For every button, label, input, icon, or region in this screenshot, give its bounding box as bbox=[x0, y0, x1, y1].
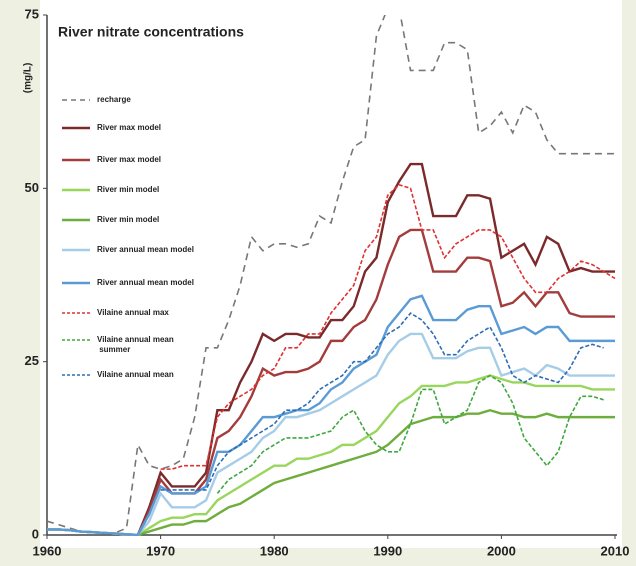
legend-label: River max model bbox=[97, 155, 161, 164]
series-line bbox=[47, 294, 615, 536]
legend-label: River min model bbox=[97, 215, 159, 224]
legend-label: River annual mean model bbox=[97, 278, 194, 287]
x-tick-label: 1990 bbox=[373, 543, 402, 558]
series-line bbox=[160, 183, 616, 470]
legend-label: Vilaine annual max bbox=[97, 308, 169, 317]
y-axis-label: (mg/L) bbox=[23, 63, 34, 94]
plot-background bbox=[40, 0, 622, 548]
series-line bbox=[47, 408, 615, 536]
legend-label: River min model bbox=[97, 185, 159, 194]
legend-label: River annual mean model bbox=[97, 245, 194, 254]
x-tick-label: 2010 bbox=[601, 543, 630, 558]
y-tick-label: 50 bbox=[25, 180, 39, 195]
legend-label: recharge bbox=[97, 95, 131, 104]
chart-title: River nitrate concentrations bbox=[58, 24, 244, 40]
y-tick-label: 0 bbox=[32, 526, 39, 541]
x-tick-label: 1960 bbox=[33, 543, 62, 558]
legend-label: River max model bbox=[97, 123, 161, 132]
legend-label: Vilaine annual mean bbox=[97, 370, 174, 379]
plot-lines bbox=[47, 15, 616, 536]
y-tick-label: 75 bbox=[25, 6, 39, 21]
x-tick-label: 1980 bbox=[260, 543, 289, 558]
x-tick-label: 2000 bbox=[487, 543, 516, 558]
x-tick-label: 1970 bbox=[146, 543, 175, 558]
y-tick-label: 25 bbox=[25, 353, 39, 368]
series-line bbox=[216, 374, 604, 494]
series-line bbox=[160, 312, 604, 491]
series-line bbox=[47, 15, 615, 534]
legend-label: Vilaine annual mean summer bbox=[97, 335, 174, 354]
